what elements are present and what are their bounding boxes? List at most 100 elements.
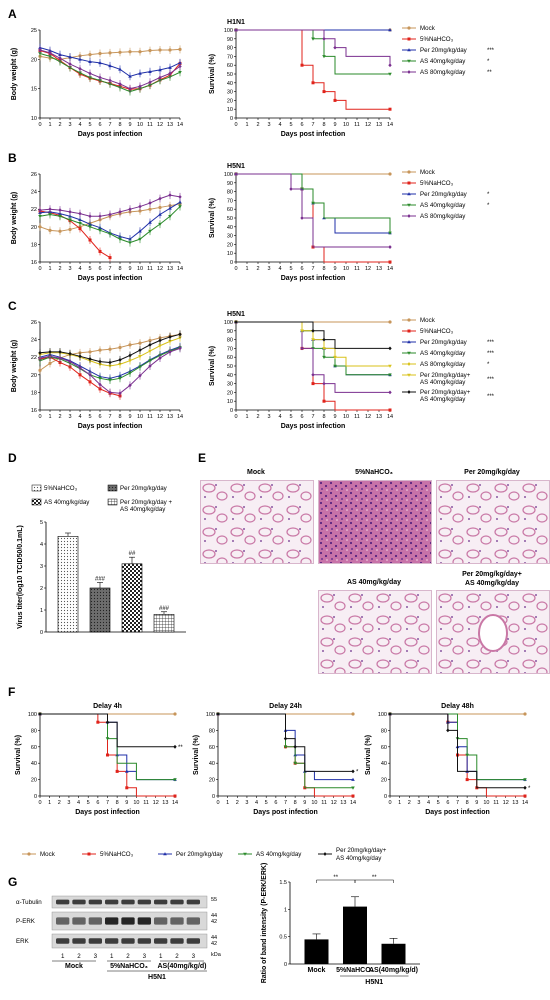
legend-marker	[407, 181, 411, 185]
data-point	[138, 204, 142, 209]
legend-label: AS 40mg/kg/day	[256, 851, 302, 858]
y-tick-label: 100	[28, 712, 37, 718]
blot-label: P-ERK	[16, 918, 36, 925]
data-point	[138, 355, 142, 359]
data-point	[178, 194, 182, 199]
data-point	[388, 63, 392, 68]
legend-marker	[407, 351, 411, 355]
blot-band	[186, 899, 200, 905]
series-Per 20mg/kg/day+AS 40mg/kg/day (black)	[38, 330, 182, 367]
data-point	[98, 348, 102, 352]
legend-label: Per 20mg/kg/day+	[420, 372, 471, 379]
legend-item-D-2: AS 40mg/kg/day	[31, 498, 90, 506]
data-point	[148, 364, 152, 368]
data-point	[138, 50, 142, 54]
x-tick-label: 11	[354, 266, 360, 272]
x-tick-label: 7	[311, 122, 314, 128]
x-tick-label: 7	[311, 266, 314, 272]
y-tick-label: 20	[209, 778, 215, 784]
blot-band	[154, 899, 168, 905]
data-point	[158, 356, 162, 360]
bar-x-label: AS(40mg/kg/d)	[369, 967, 418, 974]
group-label: 5%NaHCO₃	[110, 963, 148, 970]
data-point	[333, 364, 337, 368]
x-tick-label: 11	[354, 414, 360, 420]
data-point	[158, 75, 162, 80]
data-point	[118, 237, 122, 242]
y-tick-label: 30	[227, 382, 233, 388]
legend-item-A-2: Per 20mg/kg/day ***	[402, 47, 495, 54]
y-tick-label: 22	[31, 207, 37, 213]
legend-swatch	[31, 484, 42, 492]
legend-label: AS 80mg/kg/day	[420, 361, 466, 368]
data-point	[351, 769, 355, 774]
y-tick-label: 70	[227, 346, 233, 352]
data-point	[322, 90, 326, 94]
y-tick-label: 40	[381, 761, 387, 767]
x-tick-label: 9	[333, 122, 336, 128]
data-point	[523, 785, 527, 790]
x-tick-label: 8	[118, 122, 121, 128]
lane-number: 1	[159, 953, 163, 960]
legend-item-A-1: 5%NaHCO₃	[402, 36, 454, 43]
data-point	[322, 347, 326, 351]
legend-marker	[163, 852, 167, 856]
data-point	[178, 70, 182, 75]
legend-label: 5%NaHCO₃	[420, 180, 454, 187]
x-tick-label: 9	[128, 266, 131, 272]
legend-label: AS 80mg/kg/day	[420, 69, 466, 76]
data-point	[351, 794, 355, 798]
data-point	[138, 209, 142, 213]
legend-item-B-0: Mock	[402, 169, 436, 176]
ratio-ylabel: Ratio of band intensity (P-ERK/ERK)	[261, 863, 268, 984]
histology-label-per20: Per 20mg/kg/day	[464, 469, 520, 476]
x-tick-label: 1	[245, 414, 248, 420]
data-point	[38, 368, 42, 372]
x-tick-label: 2	[58, 266, 61, 272]
data-point	[333, 98, 337, 102]
series-5%NaHCO₃	[234, 28, 392, 111]
data-point	[158, 344, 162, 348]
x-tick-label: 10	[311, 800, 317, 806]
data-point	[48, 350, 52, 354]
x-tick-label: 10	[137, 122, 143, 128]
delay-title-0: Delay 4h	[93, 703, 122, 710]
y-tick-label: 0	[230, 408, 233, 414]
x-tick-label: 1	[245, 266, 248, 272]
bar-significance: ##	[129, 551, 136, 557]
x-tick-label: 11	[354, 122, 360, 128]
x-tick-label: 1	[48, 266, 51, 272]
weight-xlabel-B: Days post infection	[78, 275, 143, 282]
x-tick-label: 0	[388, 800, 391, 806]
x-tick-label: 3	[68, 414, 71, 420]
bar	[121, 563, 143, 633]
x-tick-label: 13	[376, 266, 382, 272]
data-point	[234, 172, 238, 176]
legend-significance: **	[487, 70, 492, 76]
legend-label: Mock	[420, 25, 436, 32]
y-tick-label: 40	[227, 373, 233, 379]
series-line	[236, 173, 390, 248]
lane-number: 2	[175, 953, 179, 960]
x-tick-label: 14	[177, 122, 183, 128]
data-point	[118, 50, 122, 54]
data-point	[128, 74, 132, 78]
legend-marker	[323, 852, 327, 856]
y-tick-label: 0.5	[279, 935, 287, 941]
legend-label: Per 20mg/kg/day+	[336, 847, 387, 854]
bar	[89, 587, 111, 633]
y-tick-label: 20	[381, 778, 387, 784]
x-tick-label: 4	[78, 414, 81, 420]
legend-marker	[407, 214, 411, 218]
kda-marker: 55	[211, 897, 217, 903]
delay-significance: *	[528, 786, 531, 792]
x-tick-label: 13	[167, 266, 173, 272]
x-tick-label: 2	[256, 414, 259, 420]
data-point	[105, 737, 110, 741]
panel-title-A: H1N1	[227, 19, 245, 26]
data-point	[108, 51, 112, 55]
legend-marker	[407, 37, 411, 41]
x-tick-label: 3	[417, 800, 420, 806]
